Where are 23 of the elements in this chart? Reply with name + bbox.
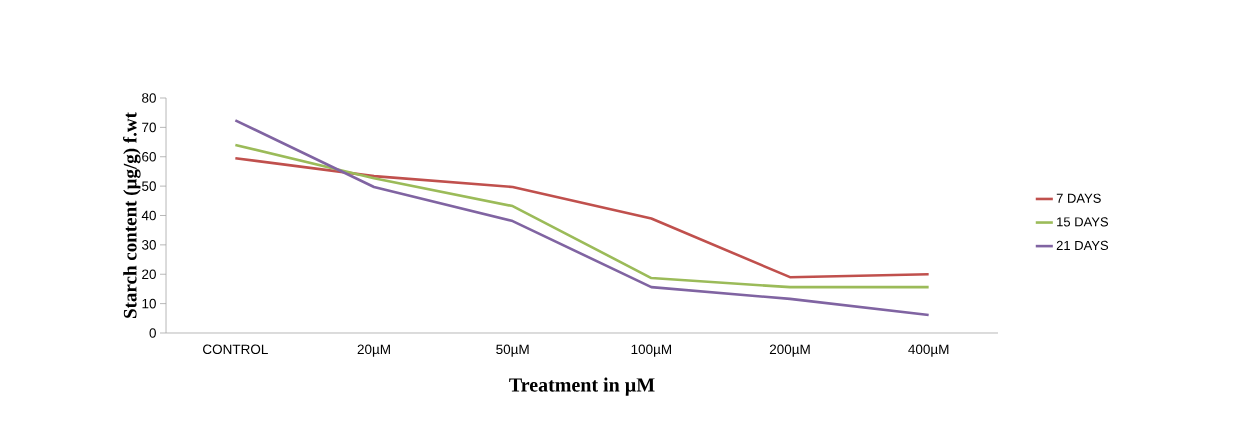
line-series <box>234 156 930 279</box>
y-tick-label: 70 <box>142 122 156 133</box>
y-tick-label: 0 <box>149 328 156 338</box>
legend-label: 7 DAYS <box>1056 193 1101 203</box>
y-axis-title: Starch content (µg/g) f.wt <box>123 112 141 318</box>
x-tick-label: 400µM <box>908 344 949 357</box>
x-tick-label: 20µM <box>357 344 390 357</box>
y-tick-label: 10 <box>142 298 156 309</box>
x-tick-label: 200µM <box>769 344 810 357</box>
legend-label: 15 DAYS <box>1057 217 1109 227</box>
x-tick-label: 100µM <box>631 344 671 357</box>
y-tick-label: 60 <box>142 151 156 162</box>
y-tick-label: 80 <box>142 93 156 103</box>
line-series <box>234 119 930 317</box>
y-tick-label: 20 <box>142 269 156 280</box>
y-tick-label: 50 <box>142 181 156 191</box>
legend-label: 21 DAYS <box>1056 240 1109 251</box>
y-tick-label: 40 <box>141 210 156 221</box>
x-tick-label: 50µM <box>496 344 529 357</box>
y-tick-label: 30 <box>141 240 156 250</box>
x-axis-title: Treatment in µM <box>509 377 655 396</box>
x-tick-label: CONTROL <box>203 344 268 355</box>
line-series <box>234 143 930 289</box>
